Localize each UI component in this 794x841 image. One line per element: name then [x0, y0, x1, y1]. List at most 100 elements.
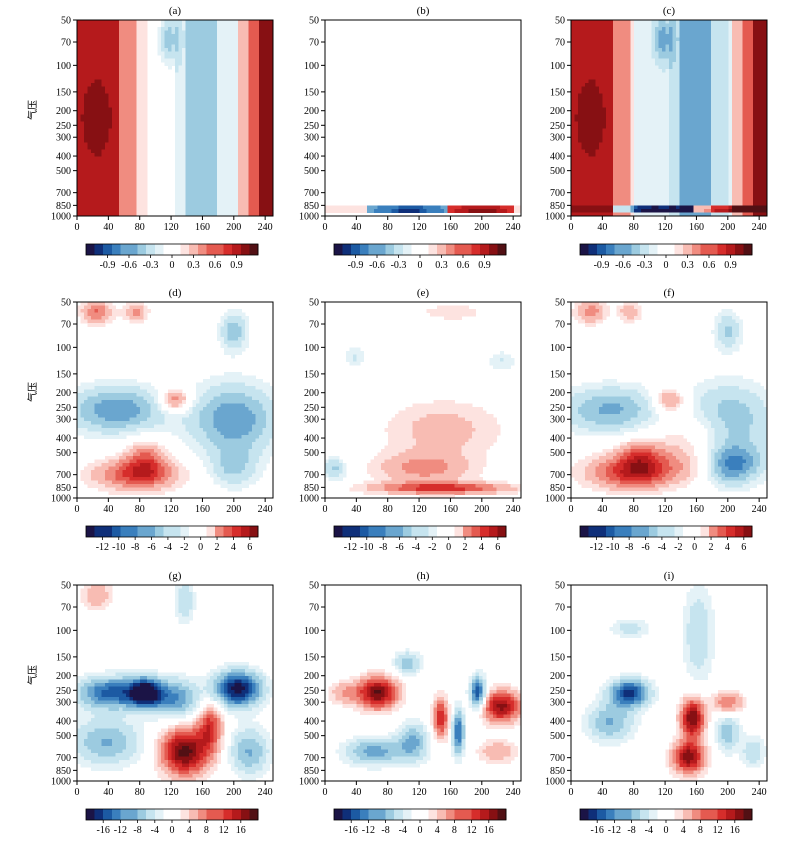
- heatmap-cell: [679, 111, 684, 115]
- heatmap-cell: [623, 104, 628, 108]
- heatmap-cell: [262, 188, 267, 192]
- heatmap-cell: [227, 195, 232, 199]
- heatmap-cell: [255, 142, 260, 147]
- heatmap-cell: [592, 65, 596, 70]
- heatmap-cell: [676, 135, 680, 140]
- heatmap-cell: [676, 30, 680, 35]
- heatmap-cell: [196, 100, 200, 105]
- heatmap-cell: [94, 48, 99, 52]
- heatmap-cell: [662, 34, 666, 38]
- heatmap-cell: [84, 55, 88, 59]
- heatmap-cell: [616, 167, 621, 171]
- heatmap-cell: [245, 177, 249, 182]
- heatmap-cell: [217, 188, 221, 192]
- heatmap-cell: [129, 65, 134, 70]
- heatmap-cell: [91, 174, 95, 178]
- heatmap-cell: [178, 51, 183, 56]
- heatmap-cell: [599, 111, 603, 115]
- colorbar-segment: [385, 244, 395, 255]
- heatmap-cell: [266, 198, 270, 203]
- heatmap-cell: [609, 184, 614, 189]
- heatmap-cell: [210, 48, 214, 52]
- heatmap-cell: [252, 72, 256, 77]
- heatmap-cell: [178, 62, 183, 66]
- heatmap-cell: [143, 188, 148, 192]
- heatmap-cell: [220, 51, 225, 56]
- heatmap-cell: [588, 104, 593, 108]
- heatmap-cell: [648, 65, 652, 70]
- heatmap-cell: [665, 41, 670, 45]
- heatmap-cell: [266, 156, 270, 161]
- heatmap-cell: [206, 132, 211, 136]
- heatmap-cell: [126, 118, 130, 122]
- heatmap-cell: [105, 163, 109, 168]
- heatmap-cell: [101, 181, 106, 185]
- heatmap-cell: [192, 163, 197, 168]
- heatmap-cell: [238, 111, 242, 115]
- heatmap-cell: [616, 48, 621, 52]
- heatmap-cell: [196, 111, 200, 115]
- heatmap-cell: [84, 212, 88, 217]
- heatmap-cell: [658, 114, 663, 119]
- heatmap-cell: [241, 118, 246, 122]
- heatmap-cell: [255, 153, 260, 157]
- heatmap-cell: [581, 79, 586, 84]
- heatmap-cell: [606, 163, 610, 168]
- heatmap-cell: [679, 23, 684, 28]
- heatmap-cell: [210, 111, 214, 115]
- heatmap-cell: [627, 181, 631, 185]
- heatmap-cell: [77, 184, 81, 189]
- heatmap-cell: [234, 163, 239, 168]
- heatmap-cell: [602, 202, 607, 206]
- heatmap-cell: [595, 20, 600, 24]
- heatmap-cell: [122, 58, 127, 63]
- heatmap-cell: [115, 212, 120, 217]
- heatmap-cell: [259, 37, 263, 42]
- heatmap-cell: [108, 100, 113, 105]
- heatmap-cell: [91, 121, 95, 126]
- heatmap-cell: [241, 69, 246, 73]
- y-tick-label: 100: [304, 61, 319, 72]
- heatmap-cell: [620, 170, 624, 175]
- heatmap-cell: [686, 20, 691, 24]
- heatmap-cell: [255, 139, 260, 143]
- heatmap-cell: [655, 202, 659, 206]
- heatmap-cell: [262, 163, 267, 168]
- heatmap-cell: [112, 142, 116, 147]
- heatmap-cell: [217, 118, 221, 122]
- heatmap-cell: [119, 188, 123, 192]
- heatmap-cell: [196, 191, 200, 196]
- heatmap-cell: [234, 41, 239, 45]
- heatmap-cell: [112, 86, 116, 91]
- heatmap-cell: [269, 198, 274, 203]
- heatmap-cell: [578, 69, 582, 73]
- heatmap-cell: [98, 139, 102, 143]
- heatmap-cell: [248, 93, 253, 98]
- heatmap-cell: [669, 121, 673, 126]
- heatmap-cell: [686, 209, 691, 213]
- heatmap-cell: [655, 23, 659, 28]
- heatmap-cell: [119, 128, 123, 133]
- heatmap-cell: [238, 160, 242, 164]
- heatmap-cell: [133, 83, 137, 87]
- heatmap-cell: [585, 132, 589, 136]
- heatmap-cell: [248, 198, 253, 203]
- heatmap-cell: [178, 20, 183, 24]
- heatmap-cell: [672, 188, 677, 192]
- heatmap-cell: [238, 118, 242, 122]
- heatmap-cell: [623, 149, 628, 154]
- heatmap-cell: [665, 174, 670, 178]
- heatmap-cell: [630, 44, 635, 49]
- heatmap-cell: [620, 184, 624, 189]
- heatmap-cell: [588, 181, 593, 185]
- heatmap-cell: [683, 142, 687, 147]
- heatmap-cell: [672, 69, 677, 73]
- heatmap-cell: [227, 153, 232, 157]
- heatmap-cell: [248, 44, 253, 49]
- heatmap-cell: [620, 65, 624, 70]
- heatmap-cell: [108, 104, 113, 108]
- heatmap-cell: [108, 139, 113, 143]
- heatmap-cell: [391, 209, 396, 213]
- heatmap-cell: [683, 174, 687, 178]
- heatmap-cell: [262, 118, 267, 122]
